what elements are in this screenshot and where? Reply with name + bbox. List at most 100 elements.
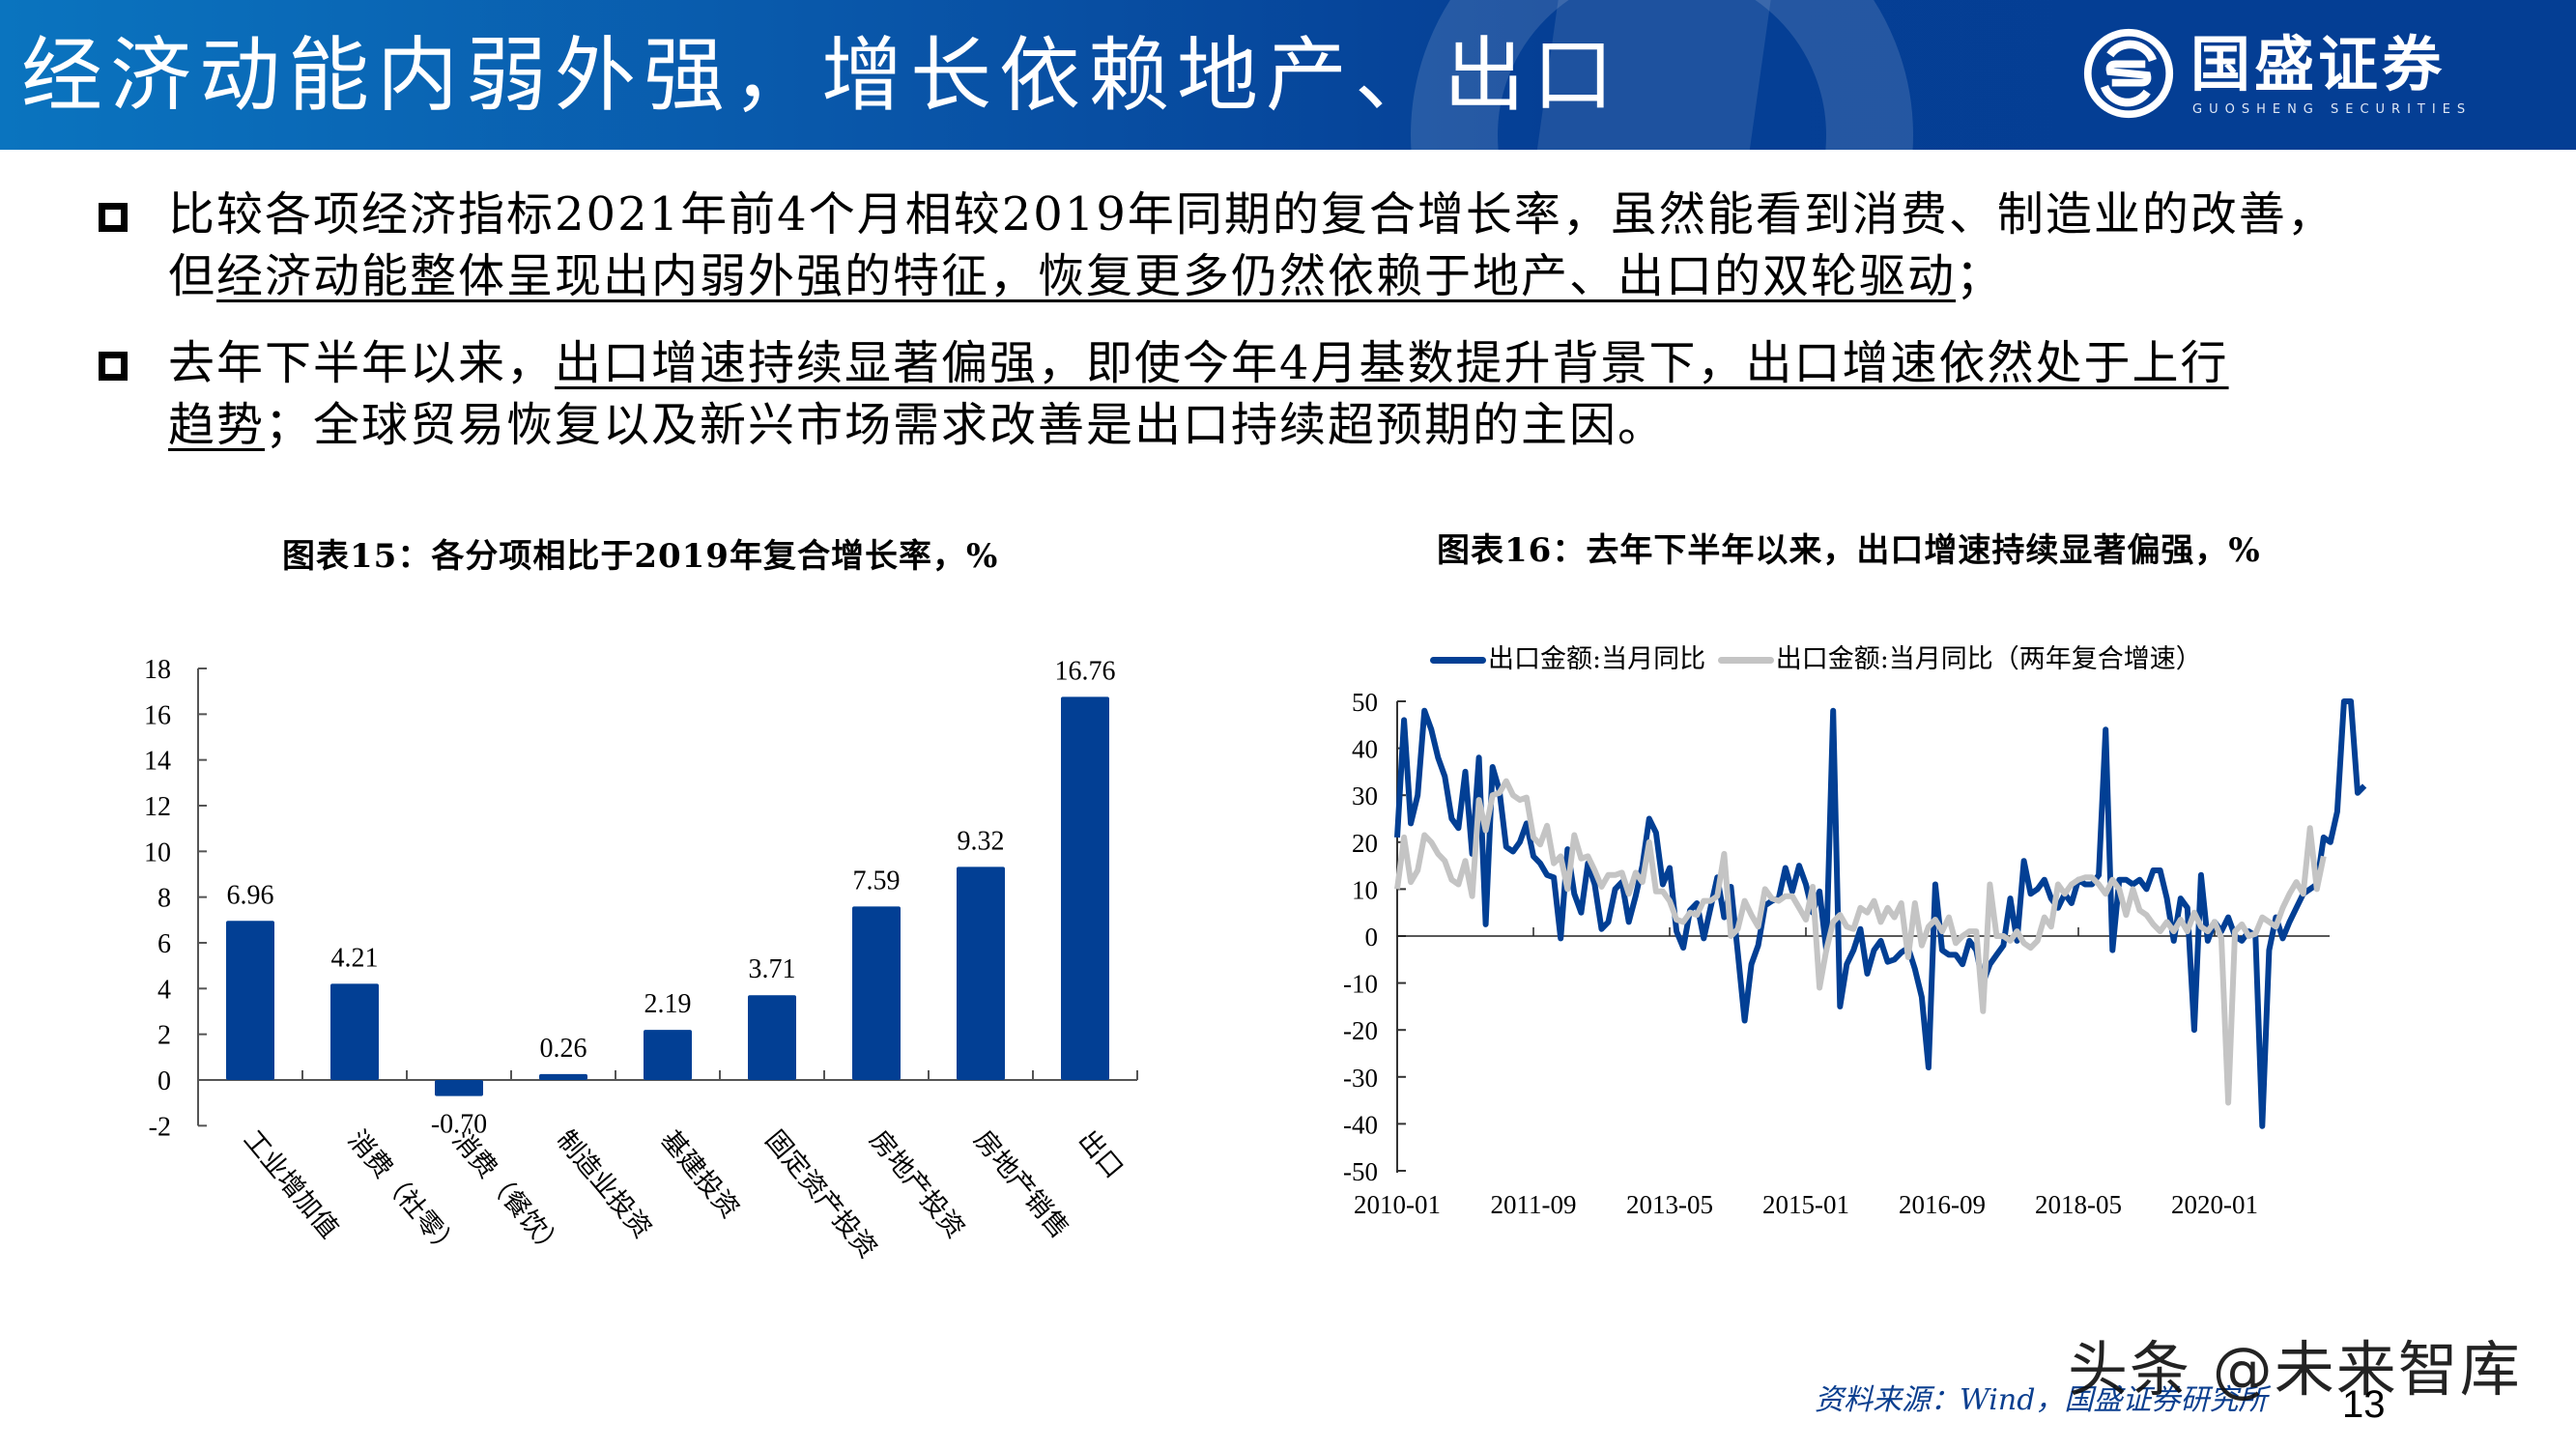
bar <box>957 867 1005 1080</box>
watermark: 头条 @未来智库 <box>2068 1334 2522 1405</box>
bullet-2-line-2-tail: ；全球贸易恢复以及新兴市场需求改善是出口持续超预期的主因。 <box>265 398 1667 452</box>
bar-category-label: 出口 <box>1073 1125 1129 1184</box>
svg-text:房地产投资: 房地产投资 <box>864 1125 970 1244</box>
bullet-1-line-2-plain: 但 <box>168 249 217 303</box>
bar-value-label: 7.59 <box>853 866 901 895</box>
series-line-yoy <box>1394 698 2367 1129</box>
line-y-tick-label: -50 <box>1343 1157 1378 1186</box>
bar-y-tick-label: 10 <box>144 838 171 867</box>
figure-16-title: 图表16：去年下半年以来，出口增速持续显著偏强，% <box>1437 531 2261 570</box>
logo-text-en: GUOSHENG SECURITIES <box>2192 102 2473 117</box>
slide-title: 经济动能内弱外强，增长依赖地产、出口 <box>21 28 1622 123</box>
line-x-tick-label: 2020-01 <box>2171 1190 2258 1219</box>
bullet-2-line-2: 趋势；全球贸易恢复以及新兴市场需求改善是出口持续超预期的主因。 <box>168 394 2576 456</box>
svg-text:工业增加值: 工业增加值 <box>238 1125 344 1244</box>
svg-text:消费（社零）: 消费（社零） <box>342 1125 465 1264</box>
guosheng-s-logo-icon <box>2083 28 2174 119</box>
line-x-tick-label: 2010-01 <box>1354 1190 1441 1219</box>
bar <box>1061 696 1109 1080</box>
bar-chart: 18 16 14 12 10 8 6 4 2 0 -2 6.96 工业增加值 4.21 消费（社零）-0.7… <box>144 655 1138 1264</box>
bar-value-label: 0.26 <box>540 1034 587 1064</box>
bar <box>330 983 379 1080</box>
bar-value-label: 6.96 <box>227 880 274 910</box>
bar-value-label: 2.19 <box>644 989 692 1019</box>
legend-swatch-blue-icon <box>1430 657 1486 664</box>
bar-y-tick-label: 6 <box>157 929 171 959</box>
line-y-tick-label: -40 <box>1343 1110 1378 1139</box>
bullet-1-text: 比较各项经济指标2021年前4个月相较2019年同期的复合增长率，虽然能看到消费… <box>168 184 2576 307</box>
bar-value-label: 9.32 <box>958 826 1005 856</box>
line-y-tick-label: -30 <box>1343 1064 1378 1093</box>
line-chart: 50 40 30 20 10 0 -10 -20 -30 -40 -50 2010-01 2011-09… <box>1343 688 2367 1219</box>
bar <box>852 906 901 1080</box>
line-y-tick-label: 0 <box>1365 923 1379 952</box>
bar-value-label: 3.71 <box>749 954 796 984</box>
bar-category-label: 房地产销售 <box>968 1125 1074 1244</box>
line-y-tick-label: 50 <box>1352 688 1378 717</box>
svg-text:房地产销售: 房地产销售 <box>968 1125 1074 1244</box>
figure-15-title: 图表15：各分项相比于2019年复合增长率，% <box>282 537 999 576</box>
line-y-tick-label: 10 <box>1352 875 1378 904</box>
svg-text:基建投资: 基建投资 <box>655 1125 744 1224</box>
bar-category-label: 房地产投资 <box>864 1125 970 1244</box>
line-x-tick-label: 2013-05 <box>1626 1190 1713 1219</box>
bullet-1-line-2: 但经济动能整体呈现出内弱外强的特征，恢复更多仍然依赖于地产、出口的双轮驱动； <box>168 245 2576 307</box>
bar-y-tick-label: 0 <box>157 1066 171 1096</box>
bar-y-tick-label: 8 <box>157 884 171 914</box>
bar-value-label: 4.21 <box>331 943 379 973</box>
legend-item-two-year: 出口金额:当月同比（两年复合增速） <box>1717 644 2202 675</box>
line-y-tick-label: 20 <box>1352 829 1378 858</box>
logo-text-cn: 国盛证券 <box>2190 29 2447 99</box>
svg-text:出口: 出口 <box>1073 1125 1129 1184</box>
bar-value-label: -0.70 <box>431 1110 487 1140</box>
bar-y-tick-label: 12 <box>144 792 171 822</box>
square-bullet-icon <box>99 203 128 232</box>
bullet-1-line-1: 比较各项经济指标2021年前4个月相较2019年同期的复合增长率，虽然能看到消费… <box>168 187 2335 242</box>
bar-value-label: 16.76 <box>1055 656 1116 686</box>
bar <box>435 1080 483 1096</box>
bar-y-tick-label: 4 <box>157 975 171 1005</box>
line-y-tick-label: 30 <box>1352 781 1378 810</box>
bar-y-tick-label: -2 <box>149 1112 171 1142</box>
bullet-2-line-1-plain: 去年下半年以来， <box>168 336 556 390</box>
bar-category-label: 固定资产投资 <box>759 1125 882 1264</box>
legend-label-yoy: 出口金额:当月同比 <box>1488 644 1706 674</box>
legend-item-yoy: 出口金额:当月同比 <box>1430 644 1705 675</box>
line-x-tick-label: 2011-09 <box>1491 1190 1577 1219</box>
bar-category-label: 基建投资 <box>655 1125 744 1224</box>
bar <box>226 921 274 1080</box>
line-y-tick-label: -20 <box>1343 1016 1378 1045</box>
square-bullet-icon <box>99 352 128 381</box>
bar-category-label: 消费（社零） <box>342 1125 465 1264</box>
bar-category-label: 工业增加值 <box>238 1125 344 1244</box>
bullet-2-emphasis-2: 趋势 <box>168 398 266 452</box>
guosheng-logo: 国盛证券 GUOSHENG SECURITIES <box>2082 27 2488 124</box>
line-x-tick-label: 2018-05 <box>2035 1190 2122 1219</box>
series-line-two-year <box>1394 778 2327 1106</box>
bar <box>539 1073 587 1080</box>
bar-y-tick-label: 18 <box>144 655 171 685</box>
bullet-2-line-1: 去年下半年以来，出口增速持续显著偏强，即使今年4月基数提升背景下，出口增速依然处… <box>168 332 2576 394</box>
bar-y-tick-label: 14 <box>144 747 171 777</box>
line-x-tick-label: 2016-09 <box>1899 1190 1986 1219</box>
svg-text:消费（餐饮）: 消费（餐饮） <box>446 1125 569 1264</box>
bullet-1-emphasis: 经济动能整体呈现出内弱外强的特征，恢复更多仍然依赖于地产、出口的双轮驱动 <box>216 249 1957 303</box>
bullet-2-text: 去年下半年以来，出口增速持续显著偏强，即使今年4月基数提升背景下，出口增速依然处… <box>168 332 2576 456</box>
bar <box>644 1030 692 1080</box>
svg-text:固定资产投资: 固定资产投资 <box>759 1125 882 1264</box>
title-banner: 经济动能内弱外强，增长依赖地产、出口 国盛证券 GUOSHENG SECURIT… <box>0 0 2576 150</box>
page-number: 13 <box>2342 1383 2386 1426</box>
bullet-2-emphasis: 出口增速持续显著偏强，即使今年4月基数提升背景下，出口增速依然处于上行 <box>555 336 2229 390</box>
line-x-tick-label: 2015-01 <box>1762 1190 1849 1219</box>
bar-y-tick-label: 16 <box>144 700 171 730</box>
bar-y-tick-label: 2 <box>157 1021 171 1051</box>
line-chart-legend: 出口金额:当月同比 出口金额:当月同比（两年复合增速） <box>1430 644 2206 675</box>
line-y-tick-label: -10 <box>1343 970 1378 999</box>
svg-text:制造业投资: 制造业投资 <box>551 1125 657 1244</box>
bar-category-label: 制造业投资 <box>551 1125 657 1244</box>
data-source-note: 资料来源：Wind，国盛证券研究所 <box>1815 1383 2268 1417</box>
legend-label-two-year: 出口金额:当月同比（两年复合增速） <box>1775 644 2202 674</box>
legend-swatch-gray-icon <box>1717 657 1774 664</box>
bar <box>748 995 796 1080</box>
line-y-tick-label: 40 <box>1352 735 1378 764</box>
